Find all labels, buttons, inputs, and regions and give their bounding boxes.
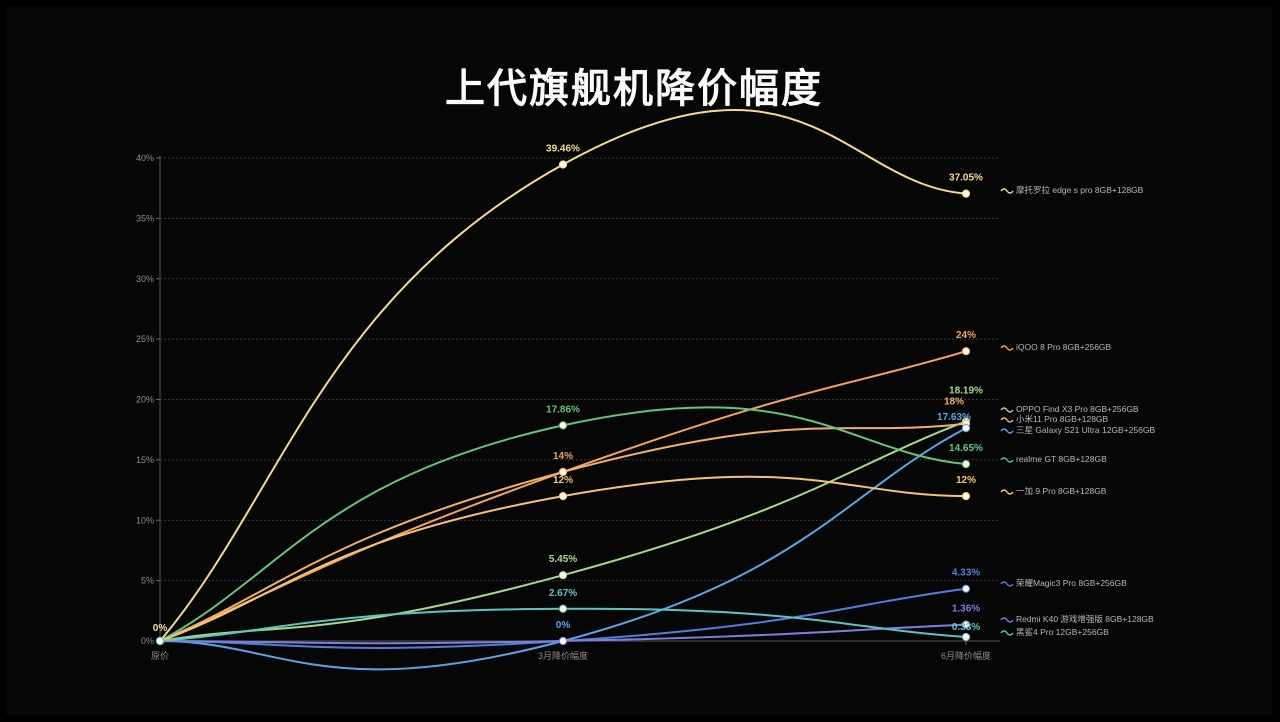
y-tick-label: 5%	[141, 576, 154, 586]
data-label: 12%	[553, 475, 573, 486]
y-tick-label: 25%	[136, 334, 154, 344]
data-label: 0%	[153, 623, 168, 634]
data-point	[558, 604, 568, 613]
legend-label: 三星 Galaxy S21 Ultra 12GB+256GB	[1016, 425, 1155, 435]
legend-label: Redmi K40 游戏增强版 8GB+128GB	[1016, 614, 1154, 624]
y-tick-label: 10%	[136, 515, 154, 525]
y-tick-label: 0%	[141, 636, 154, 646]
data-point	[961, 620, 971, 629]
data-label: 4.33%	[952, 568, 980, 579]
legend-entry: realme GT 8GB+128GB	[1000, 454, 1107, 464]
legend-swatch	[1000, 417, 1014, 423]
series-1: 0% 39.46% 37.05% 摩托罗拉 edge s pro 8GB+128GB	[153, 109, 1144, 646]
legend-entry: iQOO 8 Pro 8GB+256GB	[1000, 342, 1112, 352]
y-tick-label: 30%	[136, 274, 154, 284]
legend-label: 黑鲨4 Pro 12GB+256GB	[1016, 627, 1109, 637]
data-point	[155, 636, 165, 646]
series-10: 2.67% 0.33% 黑鲨4 Pro 12GB+256GB	[155, 588, 1109, 646]
data-point	[558, 492, 568, 501]
data-label: 1.36%	[952, 604, 980, 615]
x-tick-label: 3月降价幅度	[538, 650, 588, 661]
data-point	[961, 584, 971, 593]
series-7: 12% 12% 一加 9 Pro 8GB+128GB	[155, 475, 1107, 646]
data-label: 18.19%	[949, 385, 983, 396]
legend-label: 一加 9 Pro 8GB+128GB	[1016, 486, 1107, 496]
legend-entry: 三星 Galaxy S21 Ultra 12GB+256GB	[1000, 425, 1155, 435]
data-point	[961, 632, 971, 642]
data-label: 14.65%	[949, 443, 983, 454]
data-point	[558, 160, 568, 169]
legend-swatch	[1000, 345, 1014, 351]
legend-entry: 摩托罗拉 edge s pro 8GB+128GB	[1000, 185, 1144, 195]
data-point	[558, 571, 568, 580]
legend-label: iQOO 8 Pro 8GB+256GB	[1016, 342, 1112, 352]
legend-entry: 荣耀Magic3 Pro 8GB+256GB	[1000, 578, 1127, 588]
legend-swatch	[1000, 457, 1014, 463]
data-label: 24%	[956, 330, 976, 341]
legend-swatch	[1000, 617, 1014, 623]
data-label: 18%	[944, 397, 964, 408]
data-label: 0.33%	[952, 622, 980, 633]
y-tick-label: 15%	[136, 455, 154, 465]
chart-title: 上代旗舰机降价幅度	[445, 66, 823, 112]
legend-entry: OPPO Find X3 Pro 8GB+256GB	[1000, 404, 1139, 414]
data-point	[961, 492, 971, 501]
series-3: 5.45% 18.19% OPPO Find X3 Pro 8GB+256GB	[155, 385, 1139, 646]
data-point	[961, 347, 971, 356]
data-label: 17.63%	[937, 412, 971, 423]
legend-entry: 小米11 Pro 8GB+128GB	[1000, 414, 1109, 424]
data-point	[558, 636, 568, 646]
data-point	[961, 460, 971, 469]
legend-entry: 黑鲨4 Pro 12GB+256GB	[1000, 627, 1109, 637]
data-label: 12%	[956, 475, 976, 486]
legend-entry: Redmi K40 游戏增强版 8GB+128GB	[1000, 614, 1154, 624]
legend-label: realme GT 8GB+128GB	[1016, 454, 1107, 464]
x-tick-label: 原价	[151, 651, 169, 661]
y-tick-label: 40%	[136, 153, 154, 163]
x-tick-label: 6月降价幅度	[941, 650, 991, 661]
legend-swatch	[1000, 407, 1014, 413]
y-tick-label: 35%	[136, 213, 154, 223]
slide-frame: 上代旗舰机降价幅度	[6, 6, 1272, 715]
legend-swatch	[1000, 428, 1014, 434]
data-label: 14%	[553, 451, 573, 462]
legend-label: 摩托罗拉 edge s pro 8GB+128GB	[1016, 185, 1144, 195]
data-label: 0%	[556, 620, 571, 631]
data-point	[961, 189, 971, 198]
data-label: 39.46%	[546, 144, 580, 155]
data-label: 17.86%	[546, 404, 580, 415]
data-label: 5.45%	[549, 554, 577, 565]
y-tick-label: 20%	[136, 395, 154, 405]
series-line	[159, 427, 967, 671]
legend-swatch	[1000, 188, 1014, 194]
legend-swatch	[1000, 489, 1014, 495]
data-label: 2.67%	[549, 588, 577, 599]
series-8: 4.33% 荣耀Magic3 Pro 8GB+256GB	[155, 568, 1127, 649]
legend-swatch	[1000, 581, 1014, 587]
legend-label: OPPO Find X3 Pro 8GB+256GB	[1016, 404, 1139, 414]
data-label: 37.05%	[949, 173, 983, 184]
legend-label: 荣耀Magic3 Pro 8GB+256GB	[1016, 578, 1127, 588]
legend-entry: 一加 9 Pro 8GB+128GB	[1000, 486, 1107, 496]
data-point	[961, 424, 971, 433]
series-2: 14% 24% iQOO 8 Pro 8GB+256GB	[155, 330, 1112, 646]
data-point	[558, 421, 568, 430]
legend-swatch	[1000, 630, 1014, 636]
legend-label: 小米11 Pro 8GB+128GB	[1016, 414, 1109, 424]
data-point	[558, 467, 568, 477]
